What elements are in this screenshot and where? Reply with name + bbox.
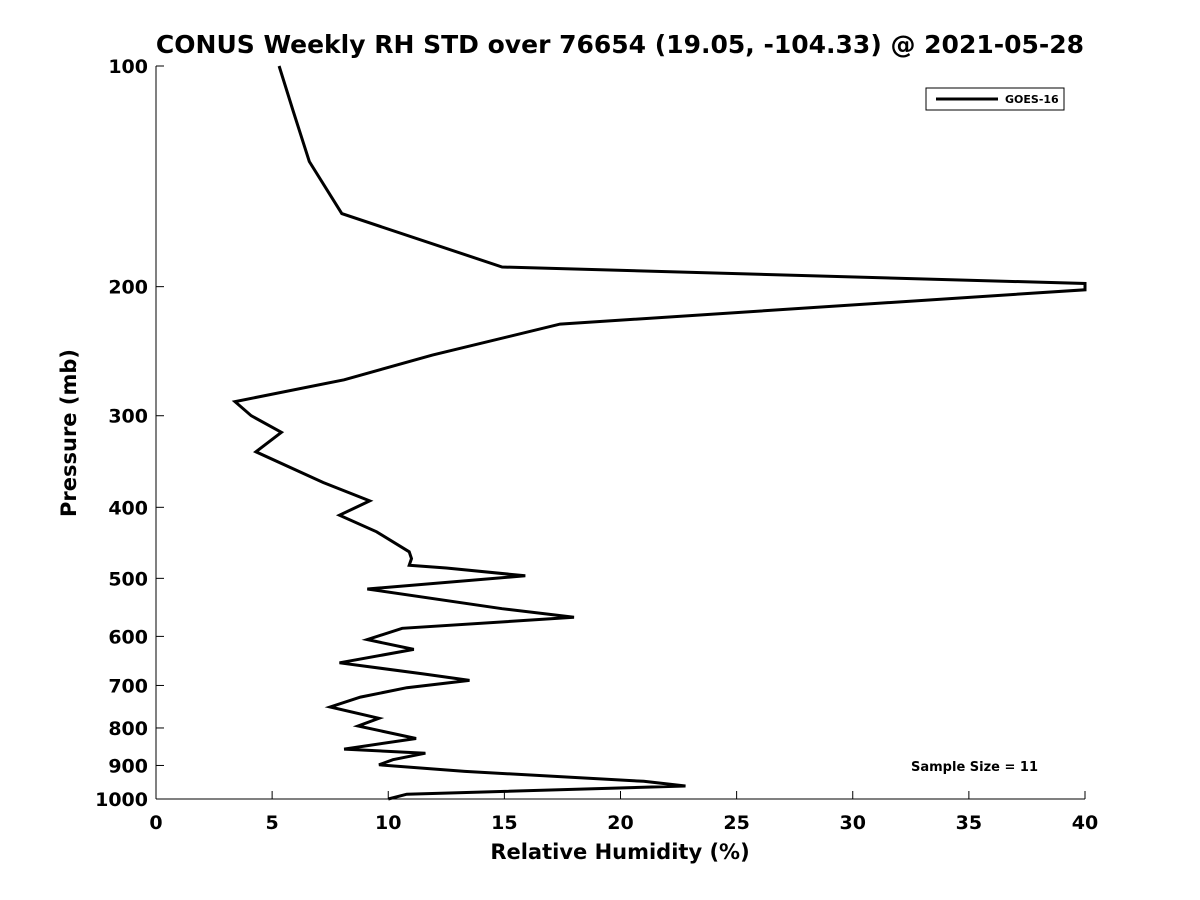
y-tick-label: 300 <box>108 406 148 428</box>
y-tick-label: 1000 <box>95 789 148 811</box>
y-tick-label: 100 <box>108 56 148 78</box>
sample-size-annotation: Sample Size = 11 <box>911 760 1038 775</box>
x-tick-label: 30 <box>840 812 866 834</box>
y-tick-label: 500 <box>108 568 148 590</box>
x-tick-label: 0 <box>149 812 162 834</box>
x-tick-label: 15 <box>491 812 517 834</box>
legend: GOES-16 <box>925 87 1065 111</box>
y-tick-label: 900 <box>108 755 148 777</box>
y-tick-label: 200 <box>108 277 148 299</box>
series-line-goes-16 <box>231 65 1087 801</box>
x-tick-label: 25 <box>723 812 749 834</box>
y-tick-label: 700 <box>108 675 148 697</box>
chart-title: CONUS Weekly RH STD over 76654 (19.05, -… <box>156 30 1084 59</box>
y-tick-label: 600 <box>108 626 148 648</box>
x-axis-label: Relative Humidity (%) <box>490 840 749 864</box>
legend-entry-label: GOES-16 <box>1005 93 1059 106</box>
x-tick-label: 10 <box>375 812 401 834</box>
x-tick-label: 20 <box>607 812 633 834</box>
y-tick-label: 800 <box>108 718 148 740</box>
x-tick-label: 5 <box>266 812 279 834</box>
y-axis-label: Pressure (mb) <box>57 349 81 517</box>
x-tick-label: 40 <box>1072 812 1098 834</box>
y-tick-label: 400 <box>108 497 148 519</box>
x-tick-label: 35 <box>956 812 982 834</box>
